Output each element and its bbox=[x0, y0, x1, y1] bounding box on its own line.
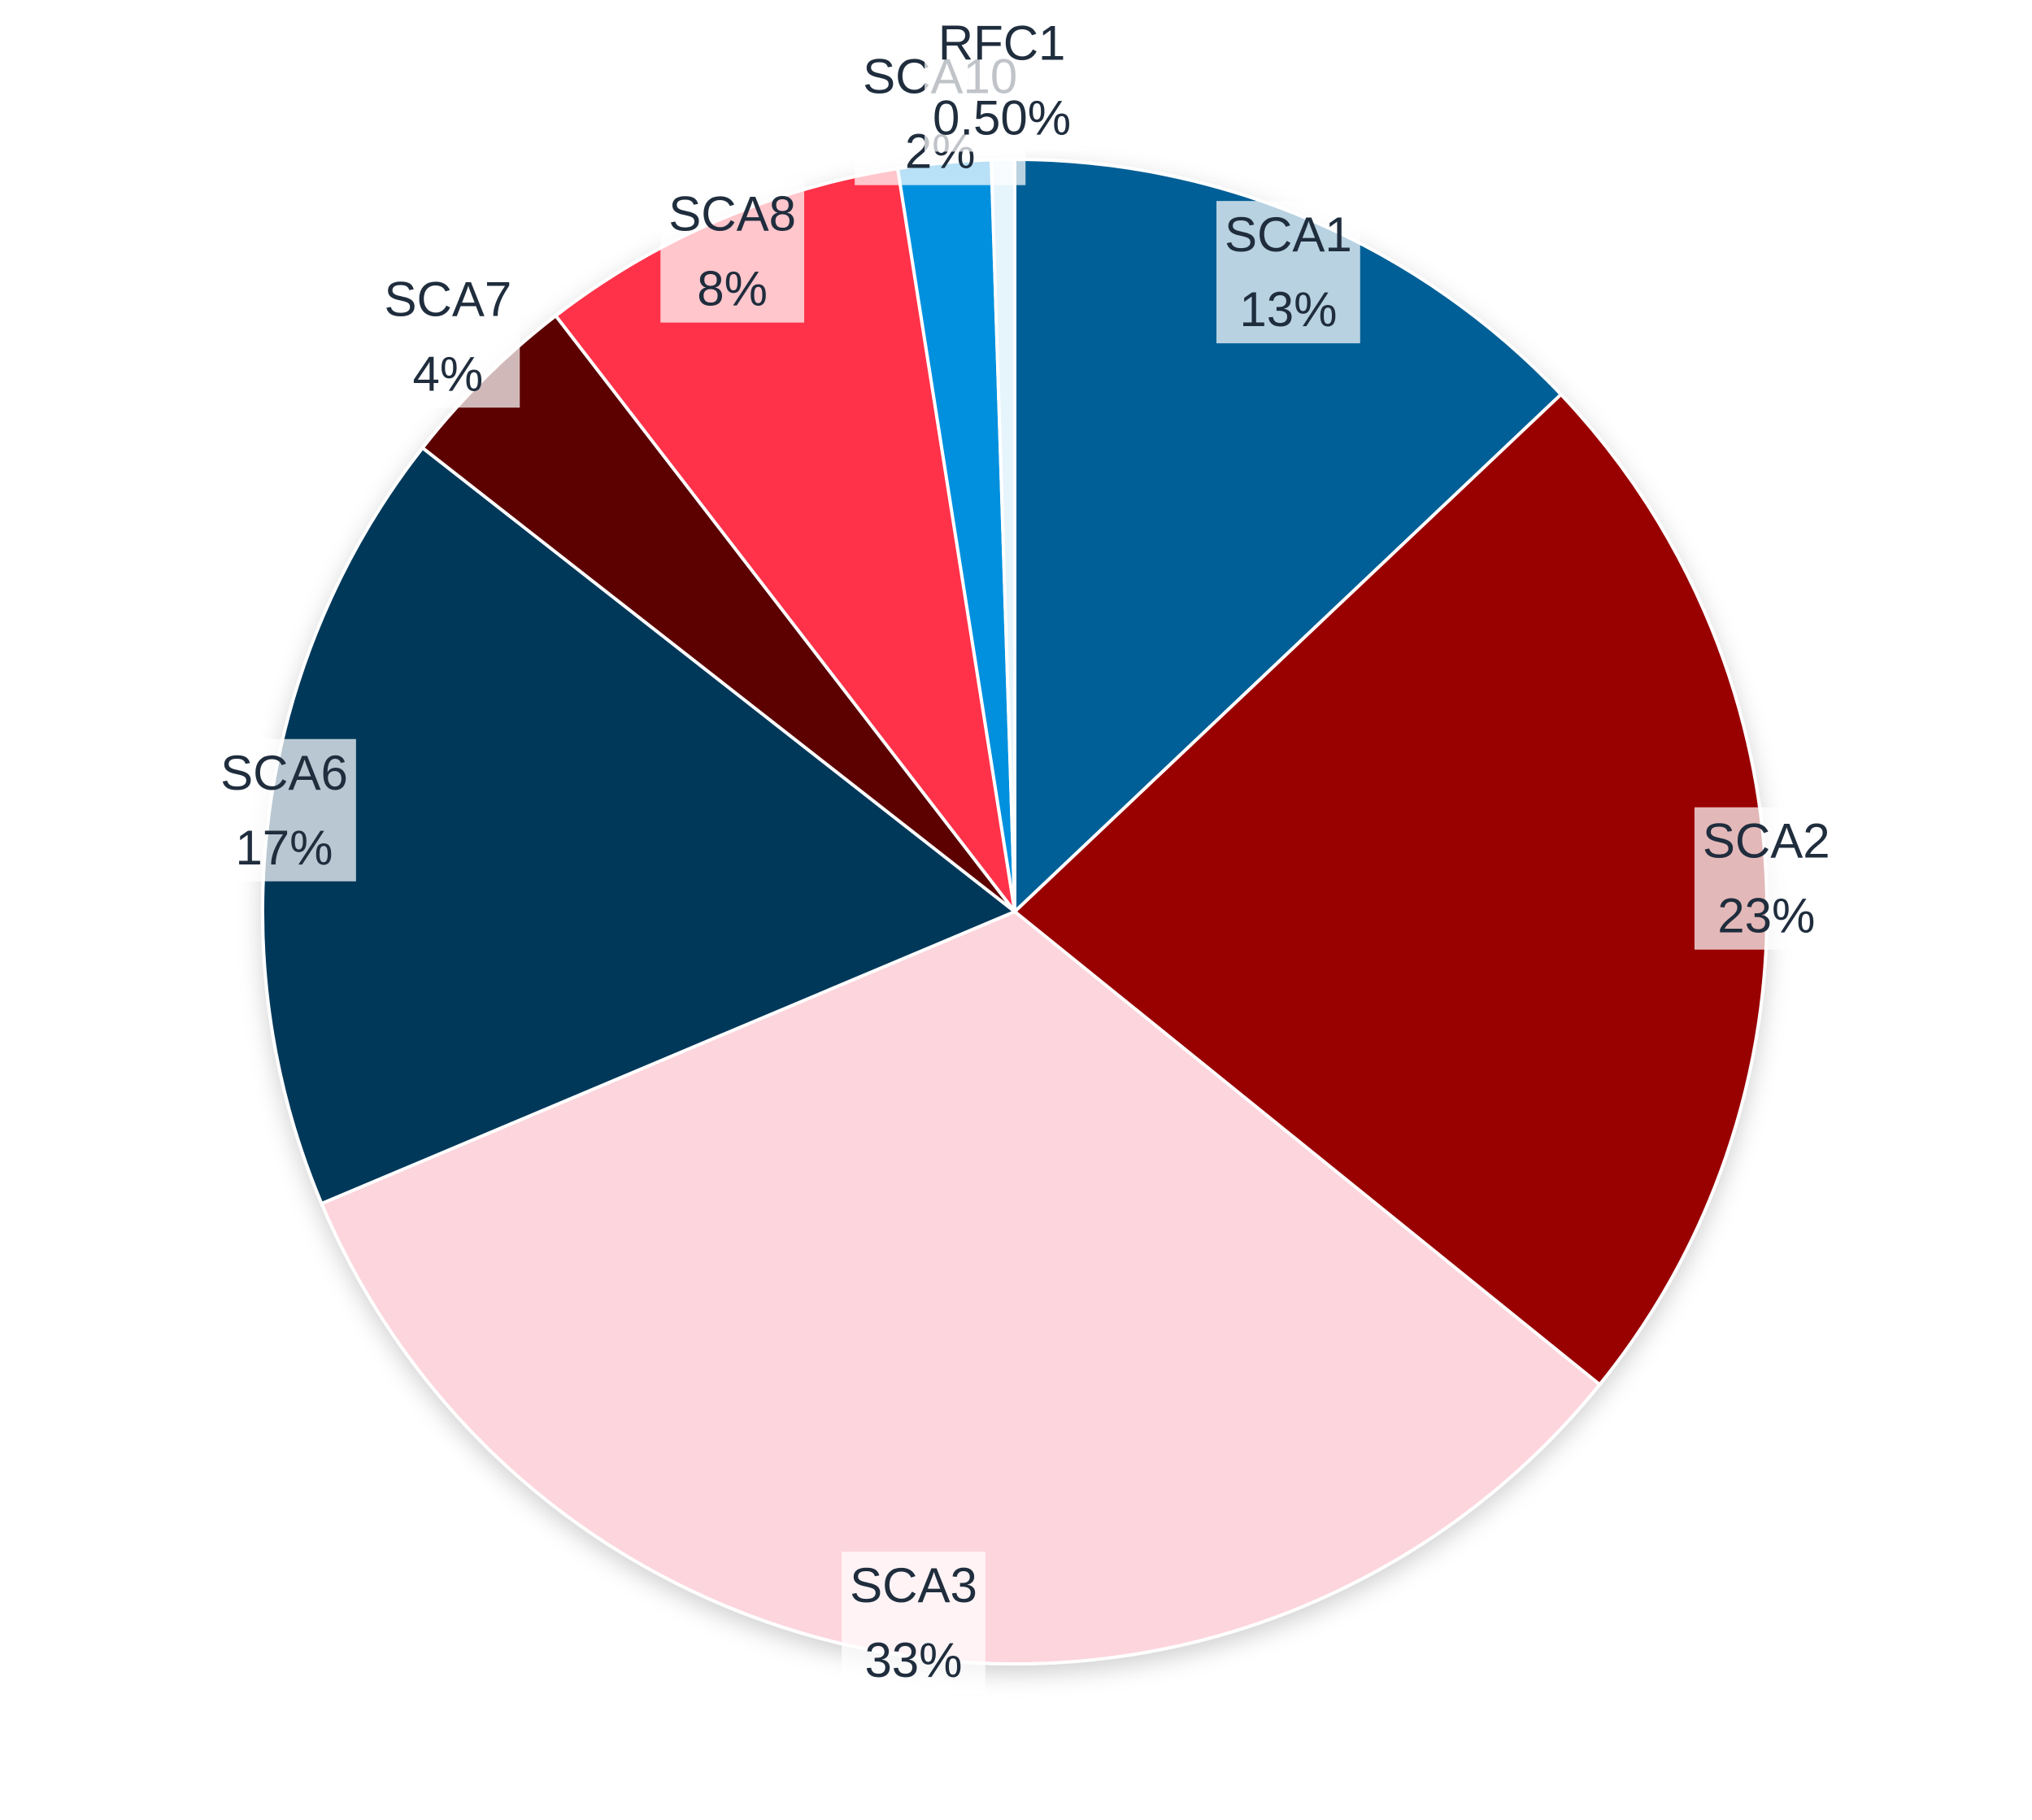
category-label: SCA7 bbox=[385, 272, 512, 326]
value-label: 13% bbox=[1239, 282, 1337, 337]
data-label: SCA1 13% bbox=[1216, 201, 1360, 344]
data-label: SCA6 17% bbox=[212, 738, 356, 882]
category-label: RFC1 bbox=[938, 15, 1066, 70]
category-label: SCA6 bbox=[220, 746, 348, 800]
labels: SCA1 13% SCA2 23% SCA3 33% SCA6 17% SCA7 4% SCA8 8%… bbox=[212, 9, 1838, 1695]
category-label: SCA8 bbox=[668, 187, 796, 242]
label-box bbox=[925, 9, 1080, 152]
label-box bbox=[842, 1552, 986, 1695]
value-label: 33% bbox=[864, 1633, 962, 1687]
label-box bbox=[212, 738, 356, 882]
data-label: SCA2 23% bbox=[1694, 807, 1838, 950]
pie bbox=[261, 157, 1769, 1665]
category-label: SCA2 bbox=[1703, 814, 1830, 869]
label-box bbox=[660, 180, 805, 323]
data-label: SCA8 8% bbox=[660, 180, 805, 323]
label-box bbox=[1694, 807, 1838, 950]
value-label: 17% bbox=[235, 821, 333, 875]
data-label: SCA7 4% bbox=[376, 265, 520, 408]
category-label: SCA1 bbox=[1225, 207, 1352, 262]
value-label: 23% bbox=[1717, 889, 1815, 943]
data-label: SCA3 33% bbox=[842, 1552, 986, 1695]
value-label: 4% bbox=[413, 346, 484, 401]
value-label: 0.50% bbox=[933, 90, 1071, 145]
category-label: SCA3 bbox=[850, 1558, 977, 1613]
value-label: 8% bbox=[697, 262, 768, 316]
label-box bbox=[1216, 201, 1360, 344]
data-label: RFC1 0.50% bbox=[925, 9, 1080, 152]
label-box bbox=[376, 265, 520, 408]
